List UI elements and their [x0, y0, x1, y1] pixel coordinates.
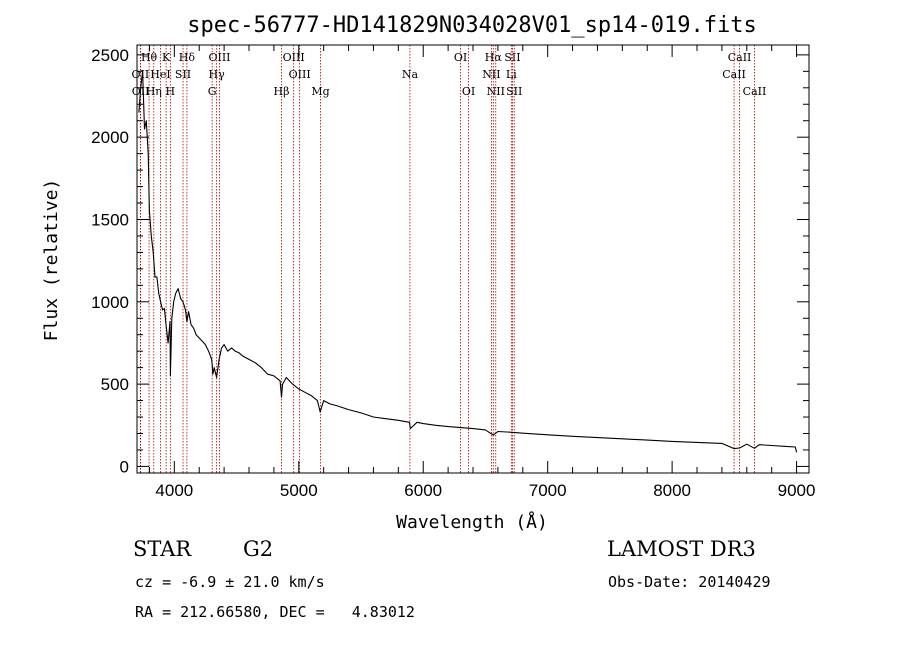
- y-tick-label: 0: [120, 457, 129, 476]
- y-tick-label: 1500: [91, 210, 129, 229]
- marker-label: H: [166, 85, 176, 98]
- axes: 4000 5000 6000 7000 8000 9000 0 500 1000 1500 2000…: [91, 44, 816, 500]
- object-type: STAR: [133, 537, 192, 561]
- y-tick-label: 500: [101, 375, 129, 394]
- marker-label: SII: [506, 85, 522, 98]
- marker-label: HeI: [150, 68, 170, 81]
- marker-label: Li: [506, 68, 517, 81]
- marker-label: OI: [462, 85, 475, 98]
- marker-label: CaII: [722, 68, 746, 81]
- observation-date: Obs-Date: 20140429: [608, 573, 771, 591]
- y-axis-label: Flux (relative): [41, 179, 62, 342]
- x-tick-label: 6000: [404, 481, 442, 500]
- y-tick-label: 1000: [91, 293, 129, 312]
- series-line: [138, 70, 798, 453]
- marker-label: Hθ: [141, 51, 158, 64]
- x-axis-label: Wavelength (Å): [396, 511, 548, 533]
- spectrum-chart: spec-56777-HD141829N034028V01_sp14-019.f…: [41, 13, 816, 533]
- marker-label: Hγ: [209, 68, 226, 81]
- x-tick-label: 9000: [778, 481, 816, 500]
- marker-label: OIII: [208, 51, 230, 64]
- x-tick-label: 4000: [155, 481, 193, 500]
- spectral-subclass: G2: [243, 537, 274, 561]
- marker-label: OI: [454, 51, 467, 64]
- x-tick-label: 7000: [529, 481, 567, 500]
- marker-label: Hβ: [274, 85, 290, 98]
- marker-label: K: [162, 51, 171, 64]
- marker-label: SII: [175, 68, 191, 81]
- y-tick-label: 2000: [91, 128, 129, 147]
- marker-label: NII: [482, 68, 500, 81]
- coordinates: RA = 212.66580, DEC = 4.83012: [135, 603, 415, 621]
- redshift-velocity: cz = -6.9 ± 21.0 km/s: [135, 573, 325, 591]
- marker-label: OII: [132, 68, 150, 81]
- marker-label: OIII: [289, 68, 311, 81]
- y-tick-label: 2500: [91, 46, 129, 65]
- marker-label: Hα: [485, 51, 503, 64]
- x-tick-label: 8000: [653, 481, 691, 500]
- x-tick-label: 5000: [280, 481, 318, 500]
- marker-label: CaII: [743, 85, 767, 98]
- marker-label: Na: [402, 68, 419, 81]
- marker-label: NII: [487, 85, 505, 98]
- marker-label: Hη: [146, 85, 162, 98]
- marker-label: OIII: [283, 51, 305, 64]
- plot-frame: [136, 44, 810, 474]
- survey-name: LAMOST DR3: [607, 537, 756, 561]
- marker-label: CaII: [728, 51, 752, 64]
- spectrum-series: [138, 70, 798, 453]
- marker-label: Mg: [311, 85, 329, 98]
- chart-title: spec-56777-HD141829N034028V01_sp14-019.f…: [187, 13, 757, 38]
- marker-label: Hδ: [179, 51, 196, 64]
- marker-label: G: [208, 85, 217, 98]
- marker-label: SII: [504, 51, 520, 64]
